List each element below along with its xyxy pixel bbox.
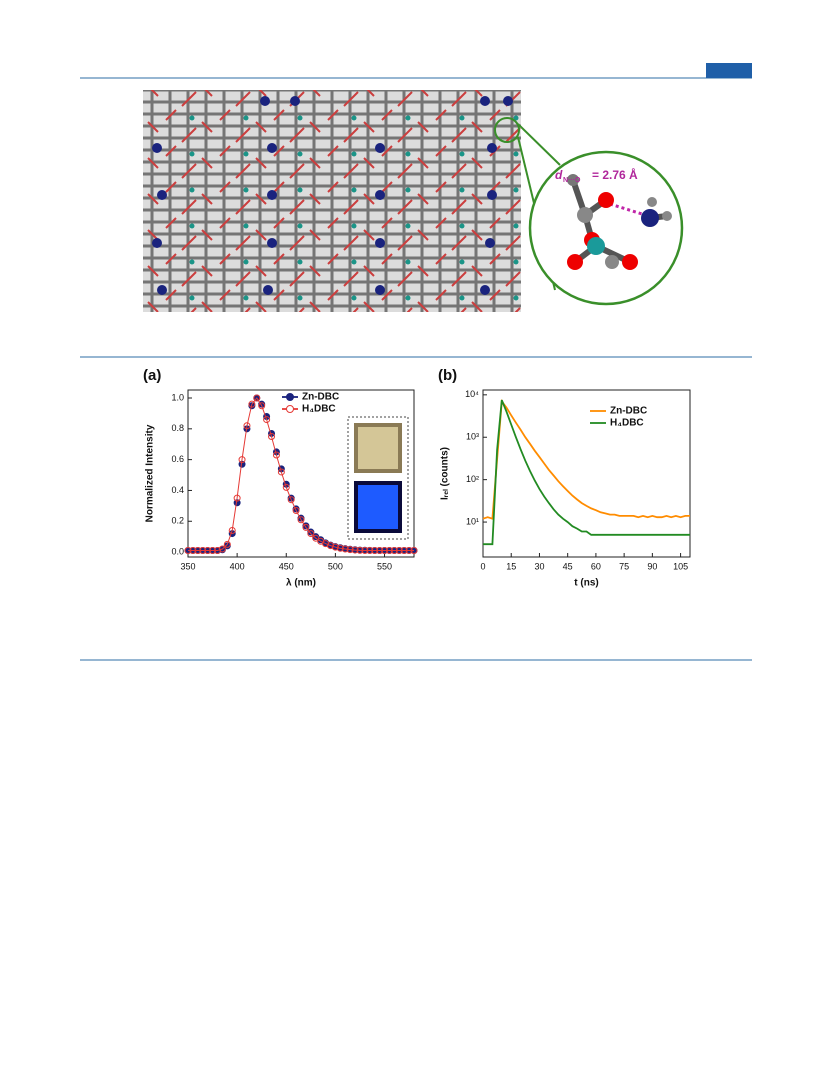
data-point xyxy=(405,547,413,555)
data-point xyxy=(184,547,192,555)
x-tick-label: 30 xyxy=(534,561,544,571)
x-tick-label: 45 xyxy=(563,561,573,571)
data-point xyxy=(376,547,384,555)
data-point xyxy=(213,547,221,555)
x-tick-label: 500 xyxy=(328,561,343,571)
data-point xyxy=(199,547,207,555)
data-point xyxy=(272,451,280,459)
data-point xyxy=(381,547,389,555)
data-point xyxy=(326,542,334,550)
data-point xyxy=(312,534,320,542)
y-tick-label: 10³ xyxy=(466,432,479,442)
x-tick-label: 400 xyxy=(230,561,245,571)
series-line xyxy=(482,398,690,520)
distance-subscript: N···O xyxy=(563,177,581,184)
legend-label: Zn-DBC xyxy=(610,406,647,417)
chart: (b) t (ns) Iᵣₑₗ (counts) 0 15 30 45 60 75 90 105 10… xyxy=(438,367,691,589)
data-point xyxy=(366,547,374,555)
y-tick-label: 0.6 xyxy=(171,454,184,464)
data-point xyxy=(243,422,251,430)
inset-photos xyxy=(347,416,409,540)
data-point xyxy=(341,545,349,553)
x-tick-label: 350 xyxy=(180,561,195,571)
y-axis-label: Iᵣₑₗ (counts) xyxy=(440,447,451,500)
data-point xyxy=(395,547,403,555)
data-point xyxy=(189,547,197,555)
panel-label: (b) xyxy=(438,367,457,384)
data-point xyxy=(385,547,393,555)
data-point xyxy=(287,496,295,504)
data-point xyxy=(209,547,217,555)
data-point xyxy=(253,394,261,402)
data-point xyxy=(282,483,290,491)
series-line xyxy=(483,399,690,546)
data-point xyxy=(346,546,354,554)
data-point xyxy=(204,547,212,555)
y-tick-label: 0.4 xyxy=(171,485,184,495)
data-point xyxy=(292,506,300,514)
x-tick-label: 60 xyxy=(591,561,601,571)
data-point xyxy=(390,547,398,555)
y-tick-label: 10² xyxy=(466,474,479,484)
data-point xyxy=(410,547,418,555)
y-tick-label: 1.0 xyxy=(171,392,184,402)
y-axis-label: Normalized Intensity xyxy=(145,424,156,522)
x-tick-label: 105 xyxy=(673,561,688,571)
x-tick-label: 15 xyxy=(506,561,516,571)
legend-label: H₄DBC xyxy=(610,418,644,429)
panel-label: (a) xyxy=(143,367,161,384)
data-point xyxy=(258,402,266,410)
data-point xyxy=(194,547,202,555)
data-point xyxy=(218,545,226,553)
data-point xyxy=(223,540,231,548)
data-point xyxy=(351,546,359,554)
legend-label: Zn-DBC xyxy=(302,392,339,403)
x-tick-label: 550 xyxy=(377,561,392,571)
data-point xyxy=(400,547,408,555)
data-point xyxy=(302,523,310,531)
distance-symbol: d xyxy=(555,168,563,182)
plot-frame xyxy=(187,389,415,558)
data-point xyxy=(228,527,236,535)
x-axis-label: λ (nm) xyxy=(286,578,316,589)
data-point xyxy=(297,516,305,524)
data-point xyxy=(331,543,339,551)
data-point xyxy=(371,547,379,555)
x-tick-label: 75 xyxy=(619,561,629,571)
y-tick-label: 0.8 xyxy=(171,423,184,433)
legend-marker xyxy=(286,393,294,401)
x-tick-label: 90 xyxy=(647,561,657,571)
x-tick-label: 0 xyxy=(480,561,485,571)
data-point xyxy=(248,400,256,408)
legend-label: H₄DBC xyxy=(302,404,336,415)
chart: (a) λ (nm) Normalized Intensity 350 400 450 50… xyxy=(143,367,418,589)
x-tick-label: 450 xyxy=(279,561,294,571)
distance-value: = 2.76 Å xyxy=(592,167,638,182)
data-point xyxy=(307,530,315,538)
data-point xyxy=(238,456,246,464)
crystal-structure: d N···O = 2.76 Å xyxy=(143,90,684,312)
data-point xyxy=(277,468,285,476)
x-axis-label: t (ns) xyxy=(574,578,598,589)
legend-marker xyxy=(286,405,294,413)
data-point xyxy=(336,544,344,552)
y-tick-label: 0.2 xyxy=(171,516,184,526)
y-tick-label: 0.0 xyxy=(171,546,184,556)
header-tab xyxy=(706,63,752,78)
data-point xyxy=(268,433,276,441)
data-point xyxy=(263,416,271,424)
y-tick-label: 10¹ xyxy=(466,516,479,526)
y-tick-label: 10⁴ xyxy=(465,389,479,399)
data-point xyxy=(356,546,364,554)
data-point xyxy=(361,547,369,555)
data-point xyxy=(233,494,241,502)
plot-frame xyxy=(482,389,691,558)
